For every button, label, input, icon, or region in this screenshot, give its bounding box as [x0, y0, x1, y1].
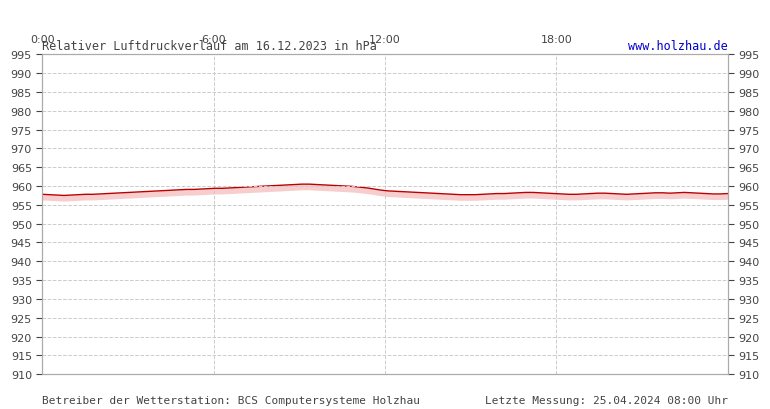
Text: www.holzhau.de: www.holzhau.de — [628, 40, 728, 53]
Text: Letzte Messung: 25.04.2024 08:00 Uhr: Letzte Messung: 25.04.2024 08:00 Uhr — [484, 395, 728, 405]
Text: Betreiber der Wetterstation: BCS Computersysteme Holzhau: Betreiber der Wetterstation: BCS Compute… — [42, 395, 420, 405]
Text: Relativer Luftdruckverlauf am 16.12.2023 in hPa: Relativer Luftdruckverlauf am 16.12.2023… — [42, 40, 377, 53]
